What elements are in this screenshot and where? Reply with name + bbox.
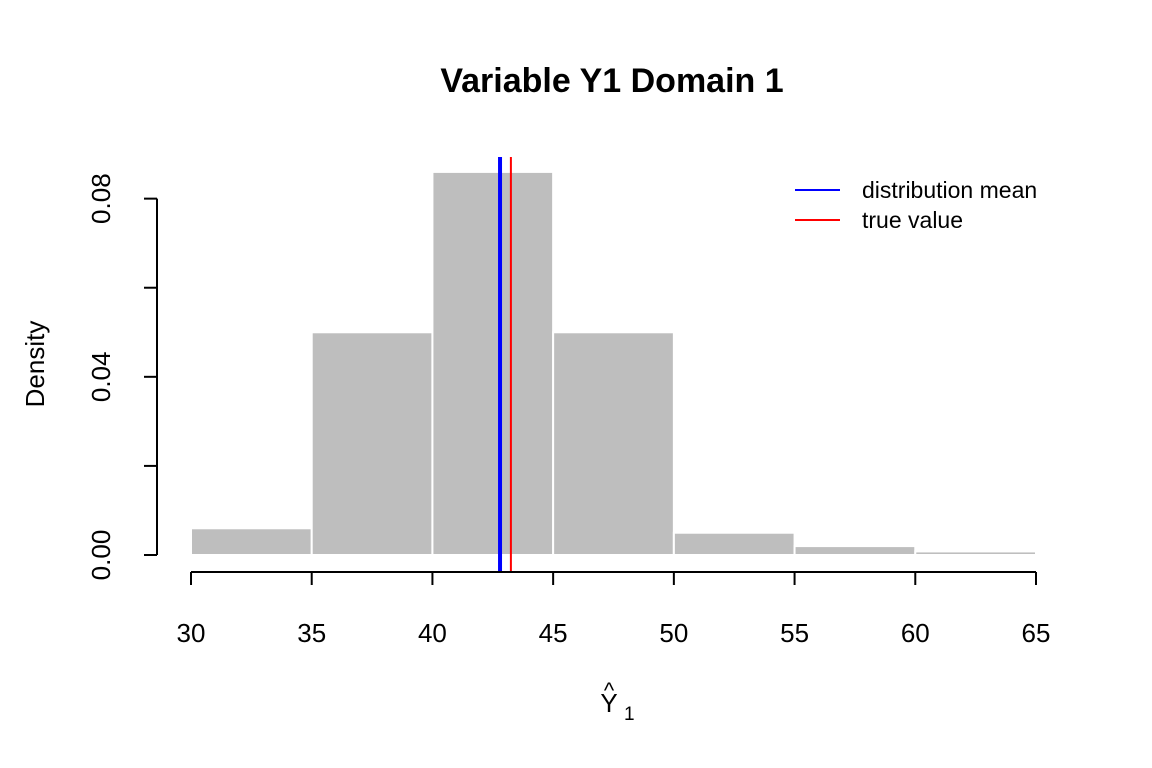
x-tick-label-40: 40 — [418, 618, 447, 648]
y-tick-label-0: 0.00 — [86, 530, 116, 581]
legend-label-distribution-mean: distribution mean — [862, 177, 1037, 203]
histogram-bar-30-35 — [190, 527, 313, 556]
histogram-bar-40-45 — [431, 170, 555, 556]
legend: distribution mean true value — [795, 177, 1037, 233]
y-tick-label-0.04: 0.04 — [86, 352, 116, 403]
x-axis-label: Y ^ 1 — [600, 678, 634, 725]
histogram-bars — [190, 170, 1037, 557]
histogram-bar-45-50 — [552, 331, 675, 557]
histogram-bar-60-65 — [914, 550, 1037, 556]
histogram-bar-50-55 — [672, 531, 796, 557]
chart-title: Variable Y1 Domain 1 — [440, 62, 783, 100]
x-tick-label-55: 55 — [780, 618, 809, 648]
x-axis-label-hat: ^ — [604, 678, 615, 703]
histogram-bar-35-40 — [310, 331, 434, 557]
x-tick-label-45: 45 — [539, 618, 568, 648]
y-axis-label: Density — [20, 321, 50, 408]
y-axis: 0.00 0.04 0.08 — [86, 173, 158, 581]
reference-lines — [498, 157, 512, 572]
x-tick-label-60: 60 — [901, 618, 930, 648]
x-tick-label-30: 30 — [177, 618, 206, 648]
histogram-bar-55-60 — [793, 545, 917, 556]
x-axis: 30 35 40 45 50 55 60 65 — [177, 571, 1051, 648]
legend-label-true-value: true value — [862, 207, 963, 233]
y-tick-label-0.08: 0.08 — [86, 173, 116, 224]
x-tick-label-65: 65 — [1022, 618, 1051, 648]
x-tick-label-35: 35 — [297, 618, 326, 648]
x-axis-label-base: Y — [600, 688, 617, 718]
x-axis-label-subscript: 1 — [624, 704, 635, 725]
x-tick-label-50: 50 — [659, 618, 688, 648]
